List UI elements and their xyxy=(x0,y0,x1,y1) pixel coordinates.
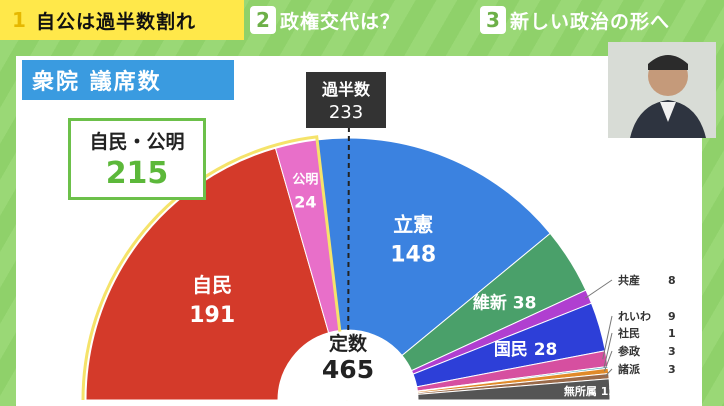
tab-number: 2 xyxy=(250,6,276,34)
coalition-label: 自民・公明 xyxy=(89,131,185,153)
presenter-image xyxy=(608,42,716,138)
small-value-8: 3 xyxy=(668,345,676,358)
leader-line-4 xyxy=(584,279,613,299)
chart-title-box: 衆院 議席数 xyxy=(22,60,234,100)
leader-line-9 xyxy=(604,368,613,377)
majority-box: 過半数 233 xyxy=(306,72,386,128)
small-name-7: 社民 xyxy=(617,326,640,340)
tab-label: 新しい政治の形へ xyxy=(510,10,671,33)
slice-value-0: 191 xyxy=(189,303,235,328)
leader-line-8 xyxy=(603,350,613,372)
chart-title: 衆院 議席数 xyxy=(32,70,162,95)
total-label: 定数 xyxy=(329,332,368,355)
coalition-outline xyxy=(81,135,350,401)
center-disc xyxy=(279,331,417,400)
tab-number: 3 xyxy=(480,6,506,34)
leader-line-7 xyxy=(603,332,613,368)
majority-label: 過半数 xyxy=(321,80,370,99)
tab-number: 1 xyxy=(12,8,26,32)
slice-name-2: 立憲 xyxy=(393,213,433,237)
coalition-value: 215 xyxy=(105,156,169,191)
slice-10 xyxy=(417,378,611,401)
majority-value: 233 xyxy=(328,102,364,123)
topic-bar: 1 自公は過半数割れ 2 政権交代は？ 3 新しい政治の形へ xyxy=(0,0,724,40)
total-value: 465 xyxy=(322,355,374,384)
small-name-4: 共産 xyxy=(618,273,640,287)
tab-topic-3[interactable]: 3 新しい政治の形へ xyxy=(474,0,724,40)
small-value-6: 9 xyxy=(668,310,676,323)
slice-name-1: 公明 xyxy=(292,172,318,187)
tab-topic-1[interactable]: 1 自公は過半数割れ xyxy=(0,0,244,40)
slice-value-1: 24 xyxy=(294,192,316,211)
slice-label-10: 無所属 12 xyxy=(564,384,616,398)
slice-label-3: 維新 38 xyxy=(473,293,537,314)
leader-line-6 xyxy=(602,315,613,360)
small-value-9: 3 xyxy=(668,363,676,376)
majority-line xyxy=(347,127,350,331)
small-value-4: 8 xyxy=(668,274,676,287)
tab-topic-2[interactable]: 2 政権交代は？ xyxy=(244,0,474,40)
slice-value-2: 148 xyxy=(390,243,436,268)
small-value-7: 1 xyxy=(668,327,676,340)
slice-2 xyxy=(316,137,551,357)
coalition-box: 自民・公明 215 xyxy=(68,118,206,200)
slice-label-5: 国民 28 xyxy=(494,340,558,360)
small-name-9: 諸派 xyxy=(618,362,641,376)
slice-name-0: 自民 xyxy=(192,273,232,297)
tab-label: 政権交代は？ xyxy=(280,10,401,33)
tab-label: 自公は過半数割れ xyxy=(36,10,197,33)
small-name-6: れいわ xyxy=(618,310,651,323)
slice-0 xyxy=(85,147,330,401)
small-name-8: 参政 xyxy=(618,344,641,358)
